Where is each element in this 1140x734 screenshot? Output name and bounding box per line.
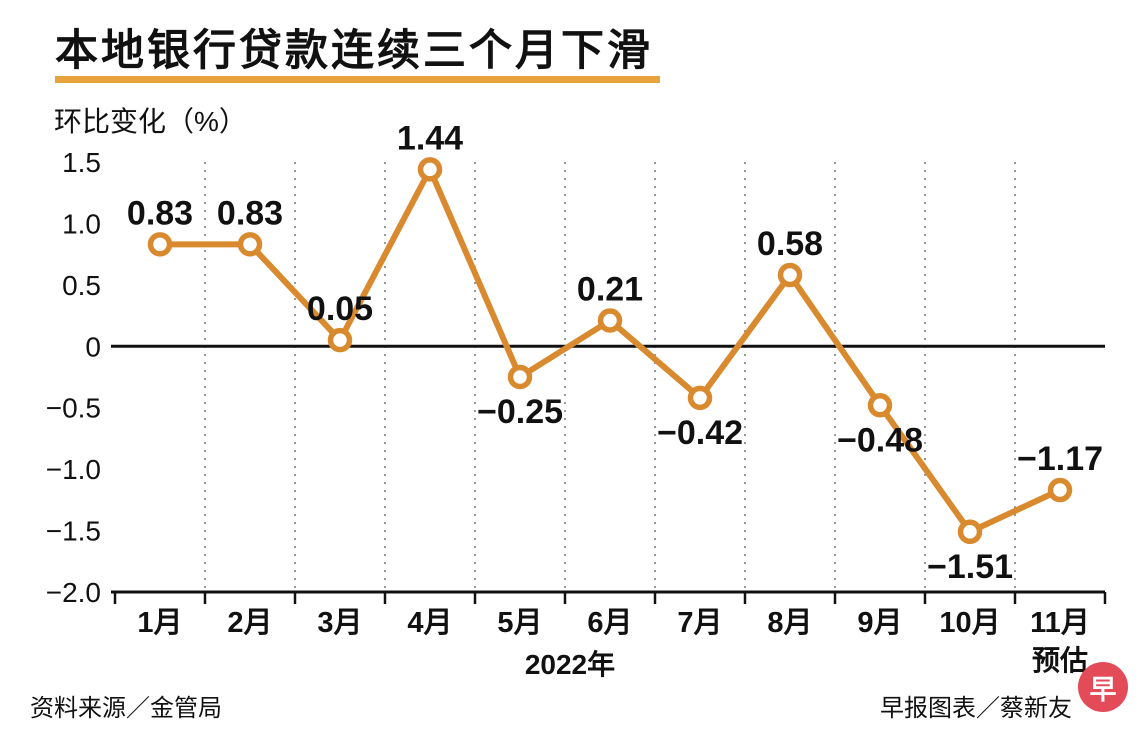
x-tick-label: 4月 — [407, 607, 452, 639]
data-point — [507, 364, 533, 390]
value-label: −0.25 — [477, 393, 563, 431]
value-label: 0.21 — [577, 270, 643, 308]
x-tick-label: 3月 — [317, 607, 362, 639]
y-tick-label: 0.5 — [62, 270, 101, 301]
value-label: −0.48 — [837, 421, 923, 459]
data-point — [687, 385, 713, 411]
data-point — [147, 232, 173, 257]
x-tick-label: 6月 — [587, 607, 632, 639]
data-point — [237, 232, 263, 257]
y-axis-label: 环比变化（%） — [54, 106, 247, 137]
x-axis-title: 2022年 — [525, 648, 615, 680]
y-tick-label: 0 — [85, 331, 101, 362]
zaobao-logo-char: 早 — [1089, 674, 1117, 705]
value-label: 0.83 — [127, 194, 193, 232]
data-point — [957, 519, 983, 545]
data-point — [867, 393, 893, 418]
line-chart: 1.5 1.0 0.5 0 −0.5 −1.0 −1.5 −2.0 1月 2月 3月 4月 5月 6月 7月… — [46, 122, 1107, 680]
x-tick-label: 9月 — [857, 607, 902, 639]
value-label: −1.17 — [1017, 440, 1103, 478]
x-tick-label: 8月 — [767, 607, 812, 639]
value-label: 0.58 — [757, 225, 823, 263]
x-tick-label: 11月 — [1030, 607, 1090, 639]
data-point — [777, 262, 803, 288]
value-label: 1.44 — [397, 122, 463, 157]
y-tick-label: −2.0 — [46, 577, 101, 608]
data-point — [327, 327, 353, 353]
value-label: 0.83 — [217, 194, 283, 232]
x-tick-label: 2月 — [227, 607, 272, 639]
y-tick-label: −1.5 — [46, 516, 101, 547]
data-point — [417, 157, 443, 182]
y-tick-label: 1.0 — [62, 208, 101, 239]
zaobao-logo: 早 — [1078, 662, 1128, 712]
estimate-note: 预估 — [1032, 645, 1088, 676]
source-note: 资料来源／金管局 — [30, 695, 222, 722]
x-tick-label: 1月 — [137, 607, 182, 639]
chart-title: 本地银行贷款连续三个月下滑 — [55, 27, 653, 75]
value-label: −1.51 — [927, 548, 1013, 586]
series-line — [157, 166, 1063, 535]
credit-note: 早报图表／蔡新友 — [880, 695, 1072, 722]
value-label: −0.42 — [657, 414, 743, 452]
x-tick-label: 5月 — [497, 607, 542, 639]
x-tick-label: 10月 — [939, 607, 1000, 639]
x-tick-label: 7月 — [677, 607, 722, 639]
y-tick-label: −0.5 — [46, 393, 101, 424]
data-point — [597, 308, 623, 333]
y-tick-label: 1.5 — [62, 147, 101, 178]
y-tick-label: −1.0 — [46, 454, 101, 485]
value-label: 0.05 — [307, 290, 373, 328]
title-underline — [55, 76, 660, 83]
data-point — [1047, 477, 1073, 503]
